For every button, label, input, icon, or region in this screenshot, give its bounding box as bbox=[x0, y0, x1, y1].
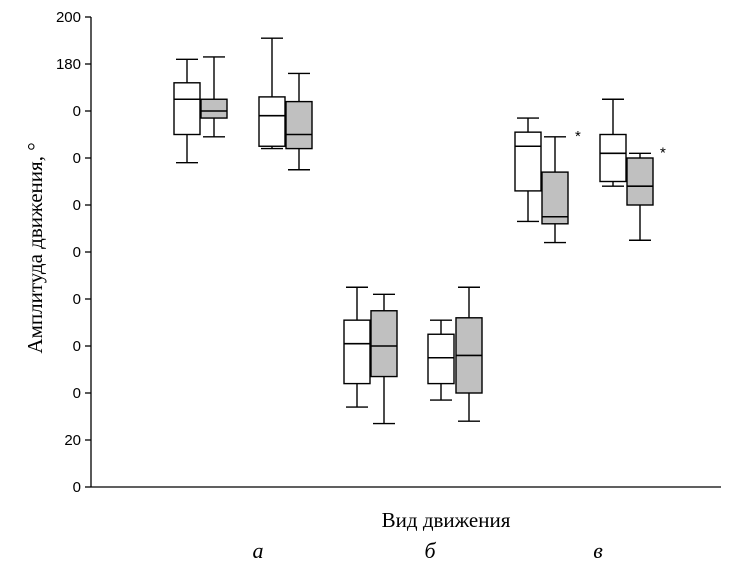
box-iqr bbox=[514, 131, 542, 192]
box-4 bbox=[285, 72, 313, 171]
significance-marker: * bbox=[575, 128, 581, 145]
box-iqr bbox=[626, 157, 654, 206]
box-iqr bbox=[427, 333, 455, 385]
group-labels: а б в bbox=[253, 538, 604, 563]
y-tick-label: 0 bbox=[73, 385, 81, 402]
box-10: * bbox=[541, 128, 581, 244]
box-7 bbox=[427, 319, 455, 401]
box-1 bbox=[173, 58, 201, 164]
box-iqr bbox=[200, 98, 228, 119]
box-11 bbox=[599, 98, 627, 187]
box-5 bbox=[343, 286, 371, 408]
significance-marker: * bbox=[660, 144, 666, 161]
box-6 bbox=[370, 293, 398, 425]
y-tick-label: 0 bbox=[73, 103, 81, 120]
y-tick-label: 0 bbox=[73, 244, 81, 261]
group-label: в bbox=[593, 538, 603, 563]
group-label: а bbox=[253, 538, 264, 563]
y-tick-label: 0 bbox=[73, 150, 81, 167]
y-tick-label: 20 bbox=[64, 432, 81, 449]
y-tick-label: 180 bbox=[56, 56, 81, 73]
y-tick-label: 0 bbox=[73, 291, 81, 308]
box-8 bbox=[455, 286, 483, 422]
box-3 bbox=[258, 37, 286, 150]
y-tick-label: 0 bbox=[73, 197, 81, 214]
y-tick-label: 200 bbox=[56, 9, 81, 26]
box-iqr bbox=[258, 96, 286, 147]
y-axis-title: Амплитуда движения, ° bbox=[23, 142, 47, 353]
box-series: ** bbox=[173, 37, 666, 425]
box-iqr bbox=[173, 82, 201, 136]
x-axis-title: Вид движения bbox=[382, 508, 511, 532]
y-tick-label: 0 bbox=[73, 338, 81, 355]
box-2 bbox=[200, 56, 228, 138]
box-iqr bbox=[370, 310, 398, 378]
box-iqr bbox=[599, 133, 627, 183]
box-iqr bbox=[541, 171, 569, 225]
group-label: б bbox=[424, 538, 436, 563]
box-iqr bbox=[343, 319, 371, 385]
y-tick-label: 0 bbox=[73, 479, 81, 496]
box-12: * bbox=[626, 144, 666, 241]
box-iqr bbox=[285, 100, 313, 150]
box-9 bbox=[514, 117, 542, 223]
